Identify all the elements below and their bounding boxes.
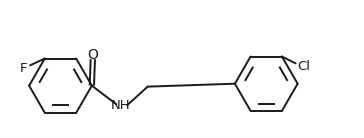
Text: Cl: Cl (297, 60, 310, 73)
Text: NH: NH (110, 99, 130, 112)
Text: O: O (87, 48, 98, 62)
Text: F: F (20, 62, 27, 75)
